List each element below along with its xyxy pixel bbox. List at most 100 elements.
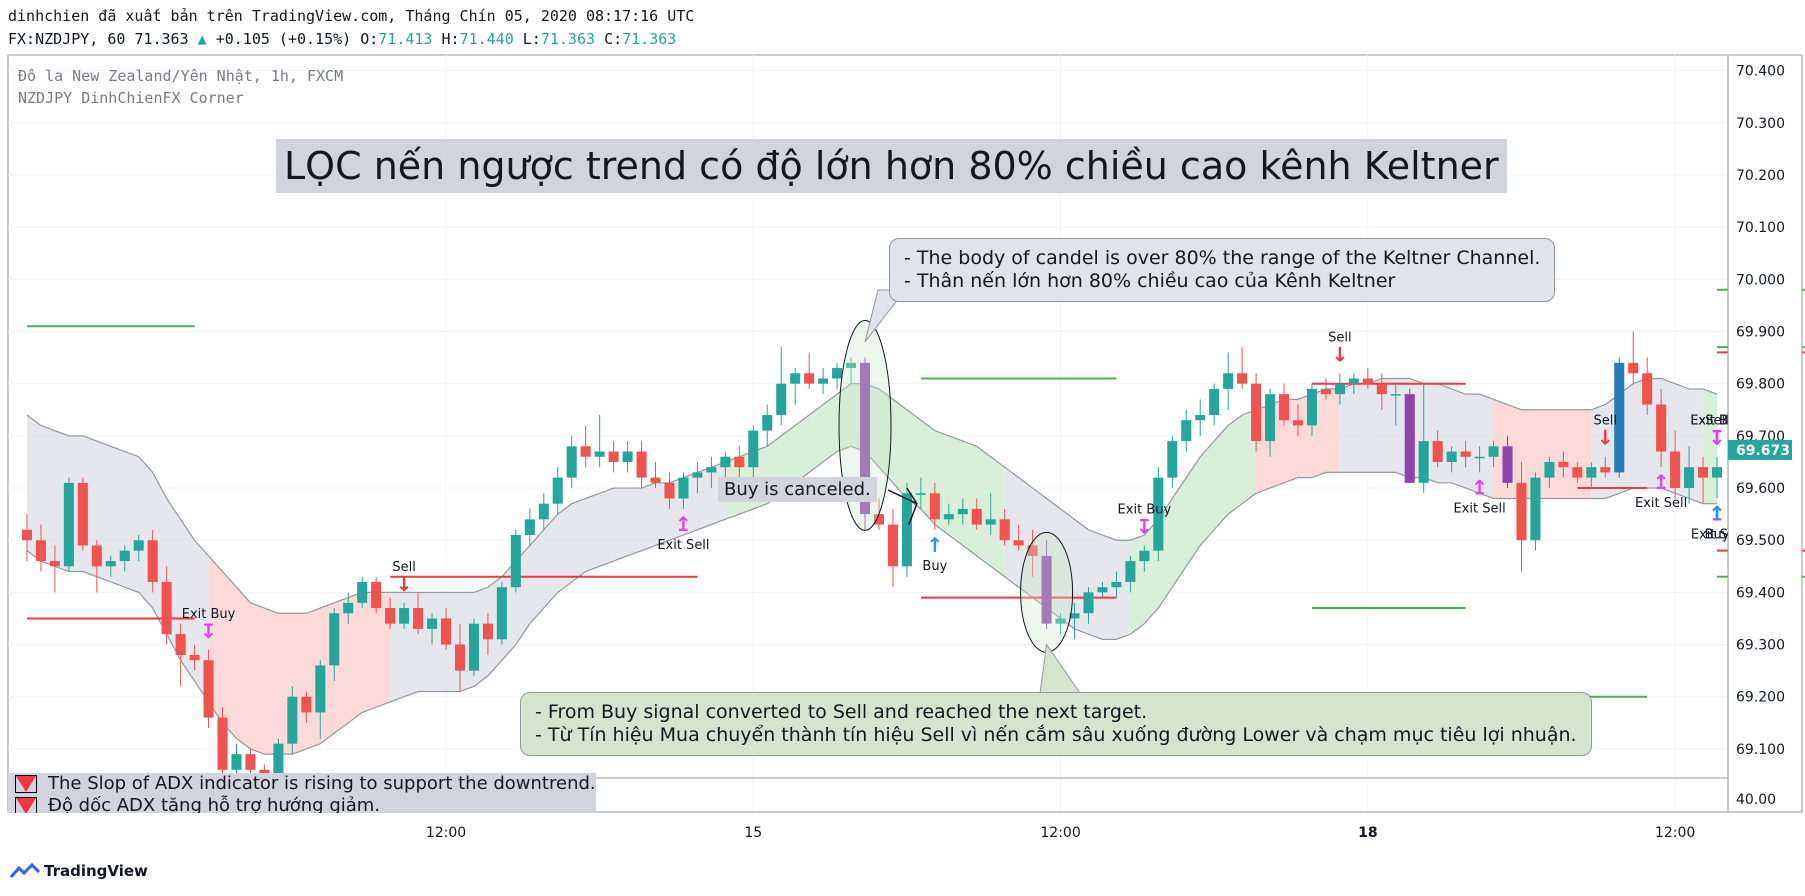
candle-body — [720, 456, 731, 468]
candle — [1614, 357, 1625, 478]
candle-body — [1265, 394, 1276, 442]
symbol-ohlc: FX:NZDJPY, 60 71.363 ▲ +0.105 (+0.15%) O… — [8, 30, 676, 48]
sell-arrow-icon: ↓ — [396, 572, 413, 596]
candle — [524, 508, 535, 546]
candle-body — [454, 644, 465, 671]
candle — [985, 493, 996, 535]
candle — [622, 441, 633, 473]
candle — [566, 435, 577, 489]
x-tick-label: 12:00 — [426, 825, 466, 841]
headline-banner: LỌC nến ngược trend có độ lớn hơn 80% ch… — [276, 139, 1507, 193]
candle-body — [1209, 388, 1220, 415]
y-tick-label: 69.400 — [1736, 585, 1785, 601]
exit_sell-arrow-icon: ↥ — [1471, 475, 1488, 499]
callout-line: - Thân nến lớn hơn 80% chiều cao của Kên… — [904, 270, 1396, 292]
candle — [538, 493, 549, 530]
candle-body — [1446, 451, 1457, 462]
low-value: 71.363 — [540, 30, 596, 48]
candle — [1698, 456, 1709, 504]
candle — [1027, 529, 1038, 577]
candle — [943, 503, 954, 525]
candle-body — [357, 581, 368, 603]
candle-body — [1711, 467, 1723, 478]
candle-body — [985, 519, 996, 525]
candle-body — [1474, 456, 1485, 459]
sell-signal-label: Sell — [1328, 330, 1351, 345]
candle — [35, 524, 46, 572]
candle — [413, 592, 424, 635]
y-tick-label: 70.400 — [1736, 64, 1785, 80]
candle-body — [748, 430, 759, 468]
candle — [1167, 435, 1178, 489]
tradingview-logo[interactable]: TradingView — [10, 862, 148, 880]
candle-body — [1334, 383, 1345, 395]
candle — [203, 649, 214, 729]
cancel-pointer-arrow — [887, 487, 918, 525]
candle — [1502, 435, 1513, 489]
candle — [1153, 467, 1164, 562]
candle-body — [790, 373, 801, 384]
candle — [846, 357, 857, 384]
callout-signal-converted: - From Buy signal converted to Sell and … — [520, 692, 1592, 756]
candle-body — [273, 743, 284, 786]
keltner-fill — [1339, 378, 1494, 499]
candle — [175, 623, 186, 687]
exit_buy-arrow-icon: ↧ — [1136, 514, 1153, 538]
candle-body — [21, 529, 33, 541]
adx-note-line: Độ dốc ADX tăng hỗ trợ hướng giảm. — [48, 795, 381, 813]
candle — [776, 347, 787, 426]
candle-body — [63, 482, 74, 567]
buy-signal-label: Buy — [1705, 527, 1730, 542]
candle-body — [385, 608, 396, 624]
candle — [287, 686, 298, 755]
down-triangle-icon — [15, 797, 37, 813]
candle-body — [399, 608, 410, 624]
candle-body — [1306, 388, 1317, 426]
candle — [21, 514, 33, 562]
candle — [832, 362, 843, 389]
candle-body — [35, 540, 46, 562]
candle — [1404, 388, 1415, 483]
candle-body — [971, 508, 982, 525]
candle-body — [468, 623, 479, 671]
candle-body — [147, 540, 158, 582]
keltner-fill — [1130, 409, 1257, 635]
candle — [1628, 331, 1639, 384]
candle-body — [846, 362, 857, 369]
candle-body — [734, 456, 745, 468]
candle — [217, 707, 228, 781]
candle — [650, 461, 661, 489]
exit_sell-arrow-icon: ↥ — [1653, 470, 1670, 494]
publish-line: dinhchien đã xuất bản trên TradingView.c… — [8, 7, 695, 25]
high-label: H: — [441, 30, 460, 48]
y-tick-label: 69.900 — [1736, 325, 1785, 341]
callout-line: - The body of candel is over 80% the ran… — [904, 247, 1541, 269]
keltner-fill — [1256, 388, 1340, 494]
candle-body — [217, 717, 228, 770]
candle-body — [1460, 451, 1471, 457]
candle-body — [105, 561, 116, 567]
brand-label: TradingView — [44, 862, 148, 880]
exit_buy-signal-label: Exit Buy — [1118, 502, 1172, 517]
candle — [1125, 555, 1136, 593]
buy-arrow-icon: ↑ — [926, 533, 943, 557]
candle — [1600, 456, 1611, 478]
candle-body — [1586, 467, 1597, 478]
candle — [818, 368, 829, 395]
buy-signal-label: Buy — [922, 559, 947, 574]
candle — [1544, 456, 1555, 489]
candle-body — [1530, 477, 1541, 541]
candle-body — [49, 561, 60, 567]
symbol[interactable]: FX:NZDJPY, 60 — [8, 30, 126, 48]
candle-body — [915, 493, 926, 495]
candle — [1530, 472, 1541, 551]
candle-body — [538, 503, 549, 520]
candle — [1251, 373, 1262, 452]
candle-body — [189, 655, 200, 661]
candle-body — [1348, 378, 1359, 384]
candle — [1013, 524, 1024, 551]
candle-body — [91, 545, 102, 567]
candle-body — [1600, 467, 1611, 473]
candle-body — [1404, 394, 1415, 483]
